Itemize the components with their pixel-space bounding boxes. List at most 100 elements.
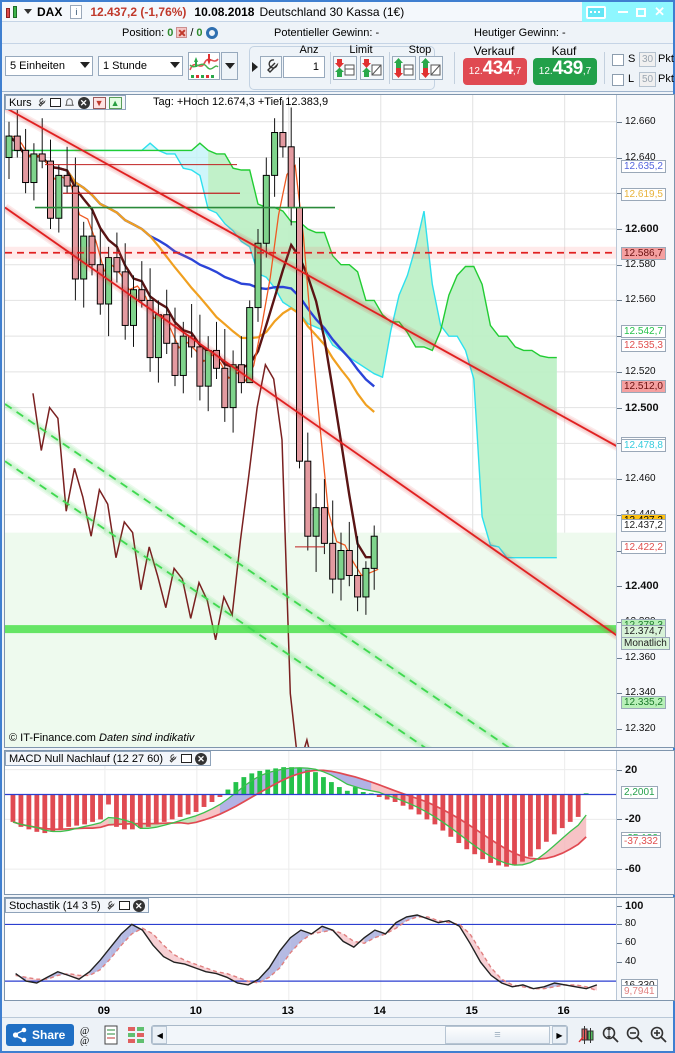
stop-points-input[interactable]: 30: [639, 52, 656, 67]
buy-price-decimal: ,7: [582, 66, 592, 77]
stoch-tick: 80: [617, 918, 636, 929]
price-marker-label[interactable]: 12.437,2: [621, 519, 666, 533]
limit-checkbox[interactable]: [612, 74, 624, 86]
price-marker-label[interactable]: Monatlich: [621, 637, 670, 651]
wrench-icon[interactable]: [35, 97, 47, 109]
quantity-input[interactable]: 1: [283, 56, 325, 78]
stoch-plot-area[interactable]: [5, 898, 616, 1000]
stoch-axis[interactable]: 10080604016,3309,7941: [616, 898, 674, 1000]
window-icon[interactable]: [181, 754, 193, 763]
sell-price-main: 434: [482, 58, 514, 79]
stoch-tick: 60: [617, 937, 636, 948]
indicator-dropdown-button[interactable]: [221, 52, 238, 80]
position-bar: Position: 0 / 0 Potentieller Gewinn: - H…: [2, 22, 673, 44]
price-axis[interactable]: 12.66012.64012.62012.60012.58012.56012.5…: [616, 95, 674, 747]
buy-price-prefix: 12.: [538, 66, 553, 77]
zoom-out-icon[interactable]: [625, 1024, 645, 1046]
close-icon[interactable]: ✕: [77, 96, 90, 109]
units-select-value: 5 Einheiten: [10, 60, 66, 72]
macd-marker-label[interactable]: 2,2001: [621, 785, 658, 799]
price-marker-label[interactable]: 12.335,2: [621, 695, 666, 709]
price-marker-label[interactable]: 12.535,3: [621, 338, 666, 352]
down-arrow-icon[interactable]: ▼: [92, 96, 106, 109]
candle-icon[interactable]: [577, 1024, 597, 1046]
share-button[interactable]: Share: [6, 1023, 75, 1046]
window-controls: ✕: [582, 2, 673, 22]
macd-tick: -20: [617, 813, 641, 825]
buy-button[interactable]: 12. 439 ,7: [533, 58, 597, 85]
stoch-pane-title: Stochastik (14 3 5): [9, 899, 101, 912]
price-tick: 12.460: [617, 473, 656, 484]
bell-icon[interactable]: [64, 97, 75, 108]
stochastik-pane[interactable]: 10080604016,3309,7941 Stochastik (14 3 5…: [4, 897, 675, 1001]
instrument-description: Deutschland 30 Kassa (1€): [259, 4, 405, 19]
limit-sell-button[interactable]: [333, 56, 357, 80]
watermark: © IT-Finance.com Daten sind indikativ: [9, 732, 194, 744]
scroll-right-button[interactable]: ▶: [552, 1025, 567, 1044]
stop-buy-button[interactable]: [419, 56, 443, 80]
close-icon[interactable]: ✕: [132, 899, 145, 912]
stoch-marker-label[interactable]: 9,7941: [621, 984, 658, 998]
stoch-pane-titlebar[interactable]: Stochastik (14 3 5) ✕: [5, 898, 149, 913]
macd-axis[interactable]: 20-20-602,2001-35,132-37,332: [616, 751, 674, 894]
info-icon[interactable]: i: [70, 4, 83, 19]
macd-pane[interactable]: 20-20-602,2001-35,132-37,332 MACD Null N…: [4, 750, 675, 895]
maximize-button[interactable]: [636, 7, 647, 17]
note-icon[interactable]: [102, 1024, 122, 1046]
close-position-icon[interactable]: [176, 27, 188, 38]
price-marker-label[interactable]: 12.635,2: [621, 160, 666, 174]
zoom-in-icon[interactable]: [649, 1024, 669, 1046]
macd-plot-area[interactable]: [5, 751, 616, 894]
time-tick: 09: [97, 1005, 111, 1017]
window-icon[interactable]: [118, 901, 130, 910]
stop-checkbox-label: S: [628, 53, 636, 65]
zoom-fit-icon[interactable]: [601, 1024, 621, 1046]
today-profit-value: -: [562, 26, 566, 39]
time-axis: 09 10 13 14 15 16: [4, 1001, 671, 1023]
limit-points-input[interactable]: 50: [639, 72, 656, 87]
layers-icon[interactable]: [126, 1024, 146, 1046]
price-tick: 12.600: [617, 223, 659, 235]
position-separator: /: [190, 26, 194, 39]
sell-label: Verkauf: [473, 44, 515, 58]
sell-button[interactable]: 12. 434 ,7: [463, 58, 527, 85]
wrench-icon[interactable]: [166, 753, 178, 765]
macd-marker-label[interactable]: -37,332: [621, 834, 661, 848]
expand-arrow-icon[interactable]: [252, 62, 258, 72]
wrench-icon[interactable]: [104, 900, 116, 912]
indicator-icon[interactable]: [188, 52, 220, 80]
stop-points-unit: Pkt: [658, 53, 674, 65]
price-chart-pane[interactable]: 12.66012.64012.62012.60012.58012.56012.5…: [4, 94, 675, 748]
price-marker-label[interactable]: 12.619,5: [621, 188, 666, 202]
close-button[interactable]: ✕: [654, 4, 665, 19]
price-marker-label[interactable]: 12.542,7: [621, 325, 666, 339]
price-plot-area[interactable]: [5, 95, 616, 747]
price-marker-label[interactable]: 12.478,8: [621, 439, 666, 453]
wrench-icon[interactable]: [260, 56, 282, 78]
horizontal-scrollbar[interactable]: ◀ ≡ ▶: [151, 1024, 568, 1045]
symbol-dropdown-icon[interactable]: [24, 9, 32, 14]
keyboard-icon[interactable]: [586, 5, 607, 19]
price-marker-label[interactable]: 12.422,2: [621, 540, 666, 554]
macd-pane-titlebar[interactable]: MACD Null Nachlauf (12 27 60) ✕: [5, 751, 212, 766]
price-marker-label[interactable]: 12.586,7: [621, 246, 666, 260]
units-select[interactable]: 5 Einheiten: [5, 56, 93, 76]
price-marker-label[interactable]: 12.512,0: [621, 380, 666, 394]
scroll-left-button[interactable]: ◀: [152, 1025, 168, 1044]
up-arrow-icon[interactable]: ▲: [108, 96, 122, 109]
scrollbar-thumb[interactable]: ≡: [445, 1025, 550, 1044]
stop-sell-button[interactable]: [392, 56, 416, 80]
sell-price-decimal: ,7: [512, 66, 522, 77]
price-pane-titlebar[interactable]: Kurs ✕ ▼ ▲: [5, 95, 126, 110]
stoch-tick: 100: [617, 900, 643, 912]
gear-icon[interactable]: [205, 26, 218, 39]
window-icon[interactable]: [49, 98, 61, 107]
time-tick: 13: [281, 1005, 294, 1017]
minimize-button[interactable]: [618, 11, 629, 13]
quantity-label: Anz: [299, 44, 319, 56]
stop-checkbox[interactable]: [612, 54, 624, 66]
link-icon[interactable]: @ @: [78, 1024, 98, 1047]
close-icon[interactable]: ✕: [195, 752, 208, 765]
timeframe-select[interactable]: 1 Stunde: [98, 56, 183, 76]
limit-buy-button[interactable]: [360, 56, 384, 80]
